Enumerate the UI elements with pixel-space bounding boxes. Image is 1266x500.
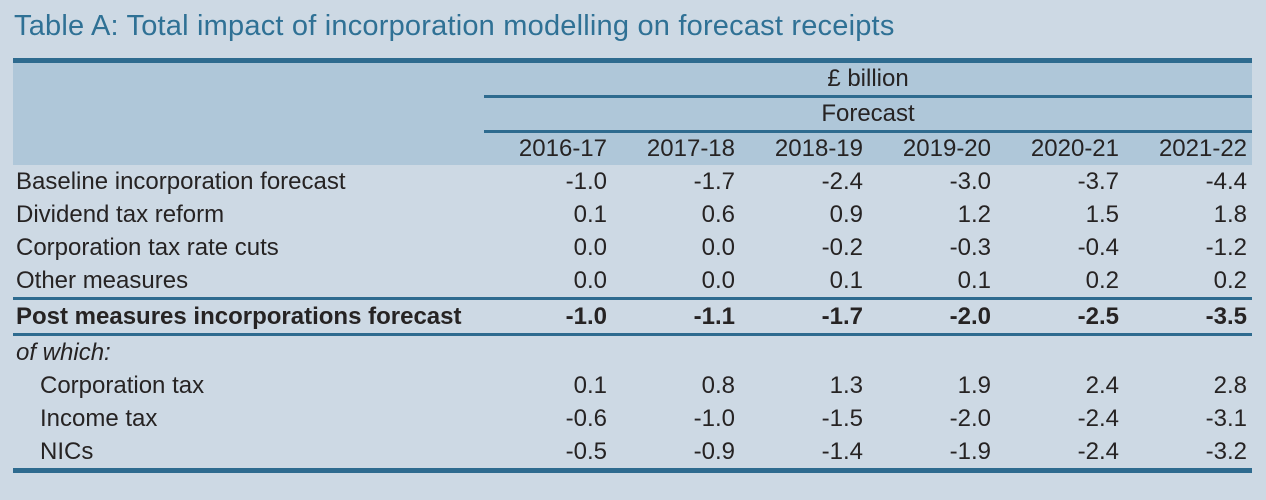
cell-value: -4.4 (1205, 167, 1248, 195)
cell-value: -3.7 (1077, 167, 1119, 195)
forecast-header-row: Forecast (13, 96, 1253, 133)
cell-value: 0.1 (573, 371, 607, 399)
cell-value: -1.1 (612, 298, 740, 336)
row-label: Dividend tax reform (16, 200, 225, 228)
year-header-cell: 2018-19 (740, 131, 868, 165)
cell-value: -0.5 (565, 437, 607, 465)
row-label: Corporation tax (40, 371, 205, 399)
cell-value: 0.8 (701, 371, 735, 399)
cell-value (740, 335, 868, 370)
cell-value: -2.0 (868, 298, 996, 336)
row-label: Corporation tax rate cuts (16, 233, 279, 261)
cell-value: -1.0 (484, 298, 612, 336)
cell-value: -1.0 (565, 167, 607, 195)
cell-value: -3.0 (949, 167, 991, 195)
cell-value: -3.5 (1124, 298, 1253, 336)
cell-value (996, 335, 1124, 370)
cell-value: -3.1 (1205, 404, 1248, 432)
cell-value: -2.0 (949, 404, 991, 432)
cell-value: 1.9 (957, 371, 991, 399)
cell-value: 0.1 (740, 264, 868, 300)
unit-header-row: £ billion (13, 60, 1253, 98)
year-header-cell: 2020-21 (996, 131, 1124, 165)
receipts-table: £ billion Forecast 2016-17 2017-18 2018-… (13, 58, 1253, 473)
table-row-ofwhich: of which: (13, 335, 1252, 370)
table-header: £ billion Forecast 2016-17 2017-18 2018-… (13, 60, 1253, 165)
row-label: Income tax (40, 404, 158, 432)
cell-value: -2.4 (821, 167, 863, 195)
cell-value: -2.5 (996, 298, 1124, 336)
cell-value: -1.2 (1205, 233, 1248, 261)
year-header-cell: 2016-17 (484, 131, 612, 165)
row-label: Post measures incorporations forecast (13, 298, 484, 336)
row-label: Baseline incorporation forecast (16, 167, 346, 195)
year-header-row: 2016-17 2017-18 2018-19 2019-20 2020-21 … (13, 131, 1253, 165)
forecast-header-cell: Forecast (484, 96, 1253, 133)
row-label: of which: (16, 338, 111, 366)
cell-value: -1.5 (821, 404, 863, 432)
cell-value (612, 335, 740, 370)
table-row: Corporation tax 0.1 0.8 1.3 1.9 2.4 2.8 (13, 369, 1252, 402)
cell-value: -1.9 (949, 437, 991, 465)
cell-value: 0.6 (701, 200, 735, 228)
table-body: Baseline incorporation forecast -1.0 -1.… (13, 165, 1253, 471)
header-spacer (13, 96, 484, 132)
cell-value: -1.7 (740, 298, 868, 336)
table-row: Corporation tax rate cuts 0.0 0.0 -0.2 -… (13, 231, 1252, 264)
cell-value: 1.2 (957, 200, 991, 228)
page-title: Table A: Total impact of incorporation m… (14, 10, 895, 42)
cell-value: 0.9 (829, 200, 863, 228)
row-label: Other measures (13, 264, 484, 300)
year-header-cell: 2017-18 (612, 131, 740, 165)
table-row: Dividend tax reform 0.1 0.6 0.9 1.2 1.5 … (13, 198, 1252, 231)
cell-value (868, 335, 996, 370)
cell-value: 1.8 (1213, 200, 1248, 228)
cell-value: 0.0 (573, 233, 607, 261)
cell-value: 0.0 (484, 264, 612, 300)
table-row-total: Post measures incorporations forecast -1… (13, 298, 1253, 336)
cell-value: 0.2 (1124, 264, 1253, 300)
cell-value: -0.6 (565, 404, 607, 432)
header-spacer (13, 60, 484, 97)
cell-value: -0.2 (821, 233, 863, 261)
cell-value: -3.2 (1205, 437, 1248, 465)
table-row: NICs -0.5 -0.9 -1.4 -1.9 -2.4 -3.2 (13, 435, 1252, 471)
year-header-cell: 2021-22 (1124, 131, 1253, 165)
unit-header-cell: £ billion (484, 60, 1253, 98)
table-row: Income tax -0.6 -1.0 -1.5 -2.0 -2.4 -3.1 (13, 402, 1252, 435)
year-header-cell: 2019-20 (868, 131, 996, 165)
cell-value: -2.4 (1077, 437, 1119, 465)
cell-value: -2.4 (1077, 404, 1119, 432)
cell-value: -1.7 (693, 167, 735, 195)
cell-value: 0.1 (573, 200, 607, 228)
row-label: NICs (40, 437, 94, 465)
cell-value: 0.0 (612, 264, 740, 300)
header-spacer (13, 131, 484, 165)
cell-value: -1.0 (693, 404, 735, 432)
cell-value: -0.4 (1077, 233, 1119, 261)
cell-value: 2.8 (1213, 371, 1248, 399)
cell-value: -0.9 (693, 437, 735, 465)
table-row: Other measures 0.0 0.0 0.1 0.1 0.2 0.2 (13, 264, 1253, 300)
cell-value: 0.0 (701, 233, 735, 261)
cell-value: 0.2 (996, 264, 1124, 300)
cell-value: 0.1 (868, 264, 996, 300)
cell-value: -1.4 (821, 437, 863, 465)
cell-value: 2.4 (1085, 371, 1119, 399)
table-row: Baseline incorporation forecast -1.0 -1.… (13, 165, 1252, 198)
cell-value: 1.3 (829, 371, 863, 399)
cell-value: 1.5 (1085, 200, 1119, 228)
cell-value (1124, 335, 1252, 370)
cell-value (484, 335, 612, 370)
cell-value: -0.3 (949, 233, 991, 261)
